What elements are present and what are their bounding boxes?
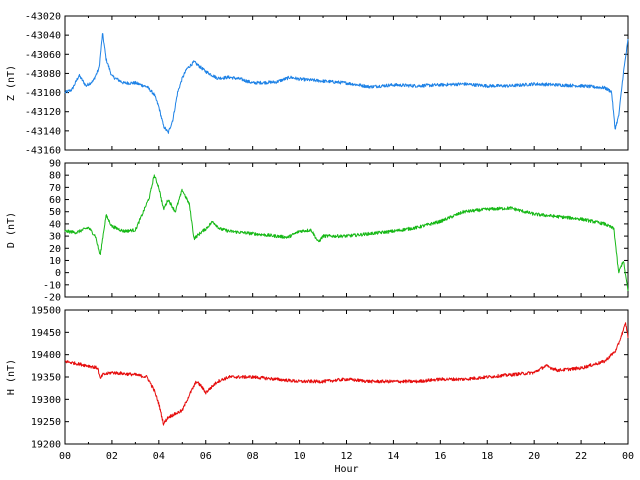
d-ytick-label: 80 [49, 171, 61, 182]
d-ytick-label: 20 [49, 244, 61, 255]
h-panel-frame [64, 309, 629, 445]
d-ytick-label: -20 [43, 293, 61, 304]
z-ytick-label: -43060 [25, 50, 61, 61]
x-axis-label: Hour [334, 464, 358, 475]
z-ylabel: Z (nT) [6, 65, 17, 101]
d-ylabel: D (nT) [6, 212, 17, 248]
d-ytick-label: 70 [49, 183, 61, 194]
h-ytick-label: 19200 [31, 440, 61, 451]
x-tick-label: 06 [200, 451, 212, 462]
d-ytick-label: 0 [55, 268, 61, 279]
x-tick-label: 14 [387, 451, 399, 462]
z-ytick-label: -43140 [25, 126, 61, 137]
h-ytick-label: 19450 [31, 328, 61, 339]
x-tick-label: 00 [622, 451, 634, 462]
z-ytick-label: -43160 [25, 146, 61, 157]
x-tick-label: 20 [528, 451, 540, 462]
d-ytick-label: -10 [43, 280, 61, 291]
z-series-line [64, 33, 629, 134]
z-ytick-label: -43100 [25, 88, 61, 99]
x-tick-label: 04 [153, 451, 165, 462]
x-tick-label: 10 [294, 451, 306, 462]
d-ytick-label: 60 [49, 195, 61, 206]
h-ytick-label: 19300 [31, 395, 61, 406]
h-ytick-label: 19250 [31, 417, 61, 428]
h-ylabel: H (nT) [6, 359, 17, 395]
x-tick-label: 16 [434, 451, 446, 462]
d-panel-frame [64, 162, 629, 298]
z-ytick-label: -43020 [25, 12, 61, 23]
h-series-line [64, 322, 629, 426]
h-ytick-label: 19350 [31, 373, 61, 384]
d-ytick-label: 90 [49, 159, 61, 170]
d-ytick-label: 40 [49, 219, 61, 230]
z-ytick-label: -43040 [25, 31, 61, 42]
x-tick-label: 18 [481, 451, 493, 462]
h-ytick-label: 19500 [31, 306, 61, 317]
x-tick-label: 12 [340, 451, 352, 462]
z-ytick-label: -43080 [25, 69, 61, 80]
d-series-line [64, 174, 629, 291]
d-ytick-label: 30 [49, 232, 61, 243]
x-tick-label: 00 [59, 451, 71, 462]
x-tick-label: 08 [247, 451, 259, 462]
x-tick-label: 22 [575, 451, 587, 462]
z-ytick-label: -43120 [25, 107, 61, 118]
h-ytick-label: 19400 [31, 350, 61, 361]
d-ytick-label: 50 [49, 207, 61, 218]
x-tick-label: 02 [106, 451, 118, 462]
d-ytick-label: 10 [49, 256, 61, 267]
